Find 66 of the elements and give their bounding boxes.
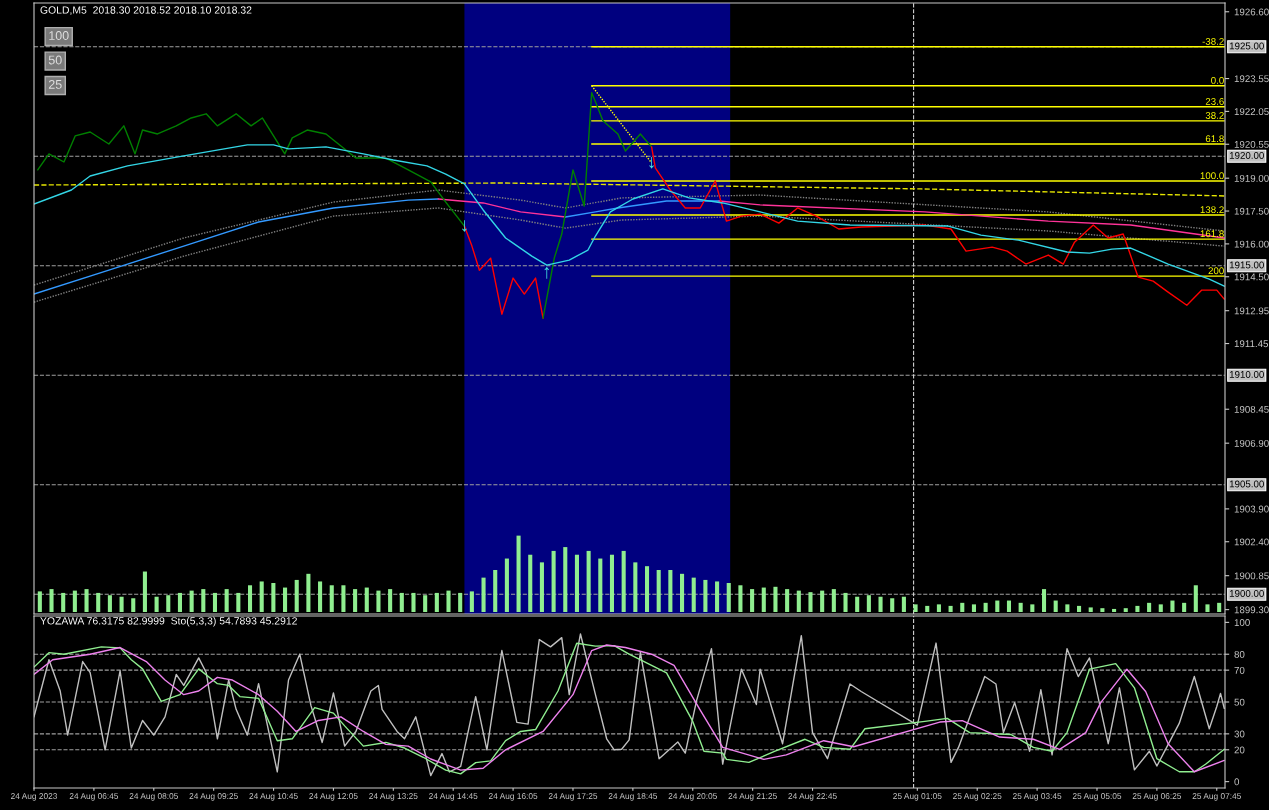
y-tick-label: 1902.40 [1234, 538, 1269, 546]
chart-title: YOZAWA 76.3175 82.9999 Sto(5,3,3) 54.7893 45.2912 [40, 616, 297, 627]
y-tick-label: 1908.45 [1234, 405, 1269, 413]
x-tick-label: 24 Aug 16:05 [488, 793, 538, 801]
x-tick-label: 25 Aug 06:25 [1132, 793, 1182, 801]
y-tick-label: 1917.50 [1234, 207, 1269, 215]
series-label: 200 [1208, 267, 1224, 275]
y-tick-label: 1903.90 [1234, 505, 1269, 513]
x-tick-label: 24 Aug 06:45 [69, 793, 119, 801]
annotation: 50 [48, 55, 62, 65]
x-tick-label: 24 Aug 22:45 [788, 793, 837, 801]
y-tick-label: 1912.95 [1234, 307, 1269, 315]
y-tick-label: 70 [1234, 666, 1245, 674]
x-tick-label: 24 Aug 10:45 [249, 793, 298, 801]
ref-line-label: 1920.00 [1229, 152, 1264, 159]
y-tick-label: 1920.55 [1234, 140, 1269, 148]
annotation: 25 [48, 79, 62, 89]
series-label: 38.2 [1205, 112, 1224, 119]
series-label: 161.8 [1200, 230, 1224, 238]
series-label: 100.0 [1200, 172, 1224, 180]
y-tick-label: 0 [1234, 778, 1240, 786]
series-label: 138.2 [1200, 206, 1224, 214]
ref-line-label: 1900.00 [1229, 590, 1264, 597]
series-label: 23.6 [1205, 98, 1224, 105]
y-tick-label: 1900.85 [1234, 572, 1269, 580]
y-tick-label: 1899.30 [1234, 606, 1269, 614]
series-label: 0.0 [1211, 76, 1224, 84]
y-tick-label: 1916.00 [1234, 240, 1269, 248]
y-tick-label: 1911.45 [1234, 340, 1269, 348]
y-tick-label: 1922.05 [1234, 108, 1269, 116]
annotation: ↓ [462, 220, 467, 232]
x-tick-label: 24 Aug 12:05 [309, 793, 358, 801]
annotation: ↑ [544, 267, 550, 279]
x-tick-label: 24 Aug 21:25 [728, 793, 777, 801]
x-tick-label: 25 Aug 02:25 [953, 793, 1002, 801]
y-tick-label: 80 [1234, 650, 1245, 658]
x-tick-label: 25 Aug 05:05 [1072, 793, 1122, 801]
x-tick-label: 24 Aug 13:25 [369, 793, 418, 801]
x-tick-label: 24 Aug 14:45 [429, 793, 478, 801]
x-tick-label: 25 Aug 03:45 [1012, 793, 1062, 801]
ref-line-label: 1925.00 [1229, 42, 1264, 50]
y-tick-label: 30 [1234, 730, 1245, 738]
x-tick-label: 24 Aug 17:25 [548, 793, 598, 801]
chart-title: GOLD,M5 2018.30 2018.52 2018.10 2018.32 [40, 6, 252, 15]
y-tick-label: 1923.55 [1234, 75, 1269, 83]
ref-line-label: 1910.00 [1229, 371, 1264, 378]
y-tick-label: 100 [1234, 619, 1250, 626]
annotation: 100 [49, 31, 69, 40]
x-tick-label: 24 Aug 2023 [11, 793, 58, 801]
ref-line-label: 1905.00 [1229, 480, 1264, 488]
y-tick-label: 50 [1234, 698, 1245, 706]
x-tick-label: 24 Aug 20:05 [668, 793, 717, 801]
x-tick-label: 24 Aug 09:25 [189, 793, 238, 801]
ref-line-label: 1915.00 [1229, 261, 1264, 269]
y-tick-label: 20 [1234, 746, 1245, 754]
series-label: 61.8 [1205, 135, 1224, 143]
x-tick-label: 24 Aug 08:05 [129, 793, 178, 801]
series-label: -38.2 [1202, 37, 1224, 45]
x-tick-label: 25 Aug 07:45 [1192, 793, 1241, 801]
y-tick-label: 1914.50 [1234, 273, 1269, 281]
x-tick-label: 25 Aug 01:05 [893, 793, 942, 801]
y-tick-label: 1906.90 [1234, 439, 1269, 447]
annotation: ↓ [649, 156, 654, 169]
y-tick-label: 1926.60 [1234, 8, 1269, 16]
x-tick-label: 24 Aug 18:45 [608, 793, 658, 801]
y-tick-label: 1919.00 [1234, 174, 1269, 182]
